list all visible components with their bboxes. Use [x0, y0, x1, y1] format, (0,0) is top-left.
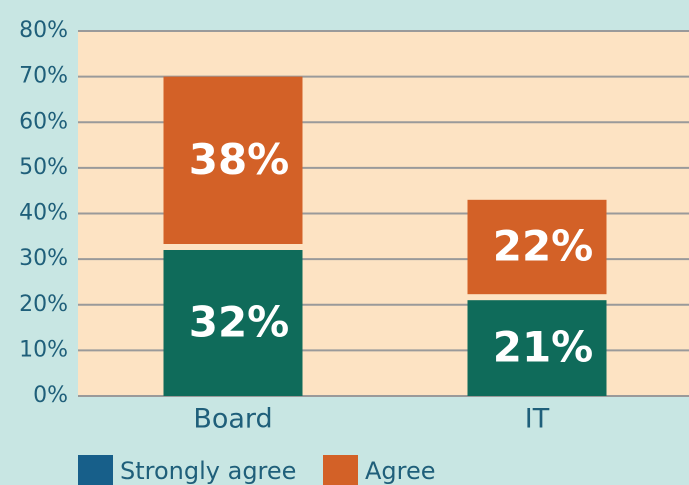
data-label: 21%	[493, 323, 594, 372]
y-tick-label: 60%	[19, 109, 68, 134]
data-label: 32%	[189, 298, 290, 347]
y-tick-label: 30%	[19, 246, 68, 271]
y-tick-label: 50%	[19, 155, 68, 180]
legend-label: Strongly agree	[120, 457, 296, 485]
y-tick-label: 70%	[19, 64, 68, 89]
legend-swatch	[323, 455, 358, 485]
legend-swatch	[78, 455, 113, 485]
data-label: 38%	[189, 135, 290, 184]
y-tick-label: 80%	[19, 18, 68, 43]
y-tick-label: 0%	[33, 383, 68, 408]
y-tick-label: 40%	[19, 201, 68, 226]
bar-segment	[163, 76, 303, 244]
y-tick-label: 10%	[19, 337, 68, 362]
bar-segment	[467, 199, 607, 295]
x-tick-label: IT	[525, 404, 550, 435]
x-tick-label: Board	[193, 404, 272, 435]
y-tick-label: 20%	[19, 292, 68, 317]
bar-segment	[163, 250, 303, 396]
data-label: 22%	[493, 222, 594, 271]
legend-label: Agree	[365, 457, 436, 485]
bar-segment	[467, 300, 607, 396]
